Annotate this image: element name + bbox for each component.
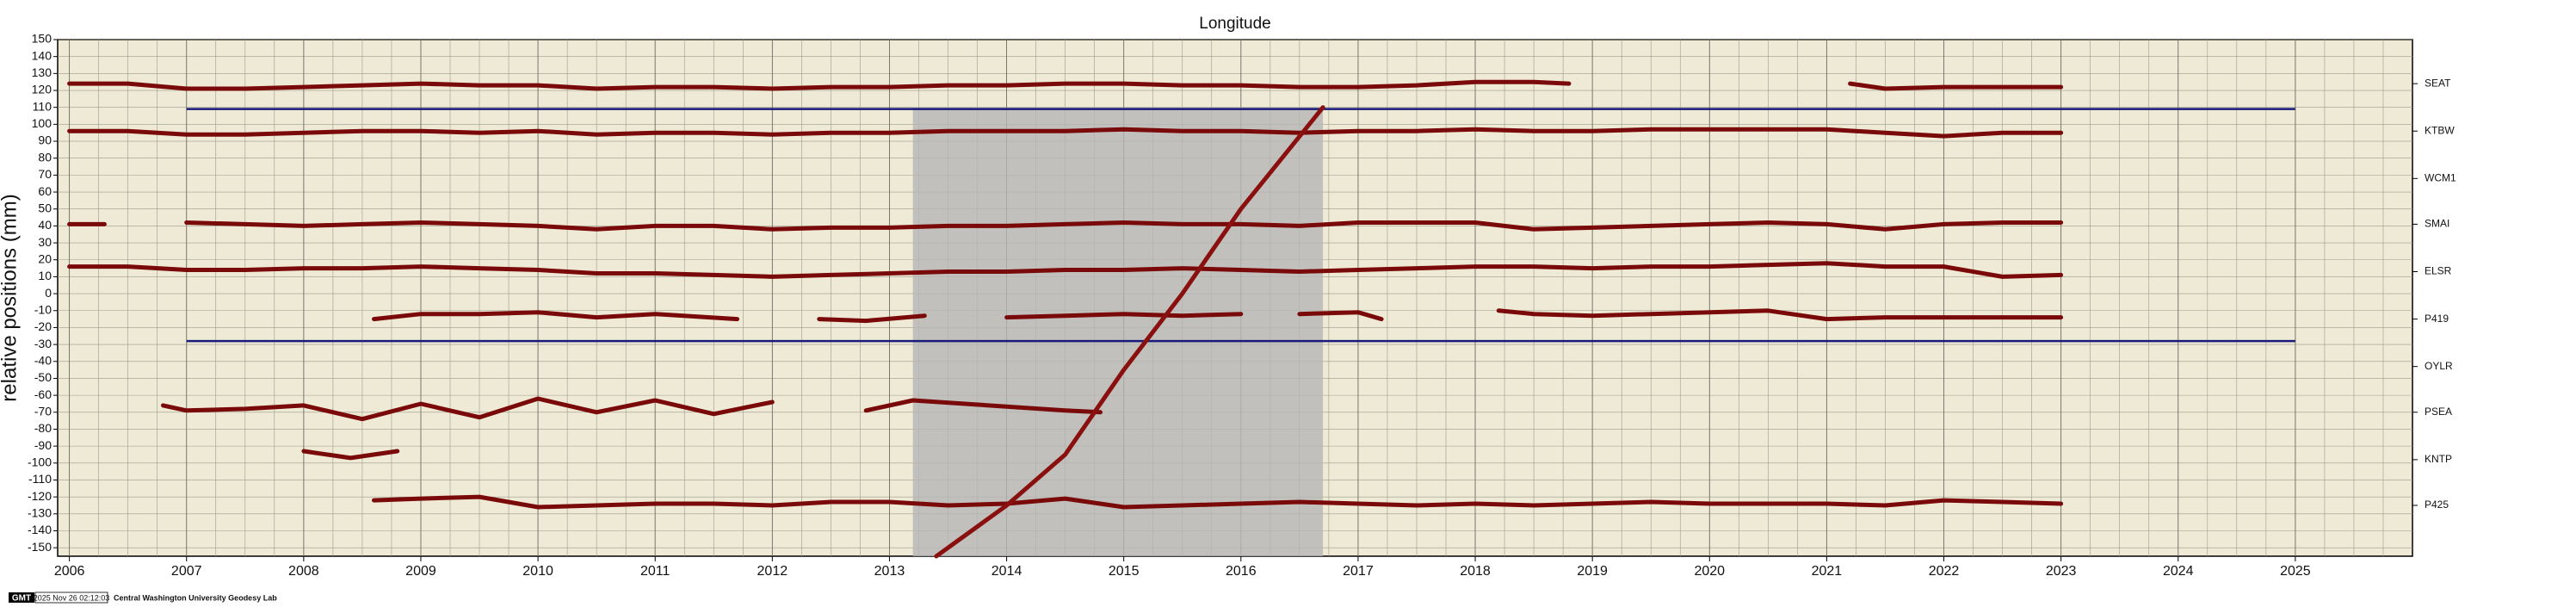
y-tick-label: -40 <box>34 353 52 367</box>
station-label: KNTP <box>2425 453 2452 465</box>
x-tick-label: 2024 <box>2163 564 2194 579</box>
x-tick-label: 2008 <box>288 564 319 579</box>
y-tick-label: -150 <box>28 540 52 554</box>
y-tick-label: -50 <box>34 370 52 384</box>
y-axis-label: relative positions (mm) <box>0 194 21 401</box>
y-tick-label: 90 <box>38 133 52 147</box>
y-tick-label: 110 <box>33 99 53 113</box>
x-tick-label: 2017 <box>1343 564 1374 579</box>
x-tick-label: 2023 <box>2046 564 2077 579</box>
y-tick-label: 120 <box>32 83 53 96</box>
station-series <box>67 220 2064 232</box>
station-label: P419 <box>2425 313 2449 325</box>
x-tick-label: 2011 <box>640 564 670 579</box>
station-label: SEAT <box>2425 77 2451 89</box>
chart-title: Longitude <box>1199 15 1270 33</box>
y-tick-label: -130 <box>28 506 52 520</box>
x-tick-label: 2025 <box>2280 564 2311 579</box>
station-series <box>372 308 2064 324</box>
y-tick-label: -70 <box>34 404 52 418</box>
x-tick-label: 2009 <box>405 564 436 579</box>
y-tick-label: 20 <box>38 251 52 265</box>
station-series <box>372 494 2064 510</box>
station-series <box>67 261 2064 279</box>
x-tick-label: 2013 <box>874 564 905 579</box>
x-tick-label: 2020 <box>1694 564 1725 579</box>
y-tick-label: 40 <box>38 218 52 232</box>
y-tick-label: -90 <box>34 438 52 452</box>
x-tick-label: 2012 <box>757 564 788 579</box>
x-tick-label: 2016 <box>1226 564 1257 579</box>
footer-logo: GMT <box>12 594 31 604</box>
y-tick-label: 100 <box>32 116 53 130</box>
x-tick-label: 2014 <box>991 564 1022 579</box>
station-series <box>161 396 1103 422</box>
x-tick-label: 2015 <box>1109 564 1140 579</box>
y-tick-label: -100 <box>28 455 52 469</box>
x-tick-label: 2019 <box>1577 564 1608 579</box>
x-tick-label: 2018 <box>1460 564 1491 579</box>
x-tick-label: 2021 <box>1812 564 1843 579</box>
y-tick-label: -80 <box>34 421 52 435</box>
y-tick-label: 0 <box>45 286 52 300</box>
y-tick-label: -60 <box>34 387 52 401</box>
station-label: PSEA <box>2425 406 2452 418</box>
y-tick-label: 140 <box>32 48 53 62</box>
y-tick-label: 130 <box>32 65 53 79</box>
station-label: OYLR <box>2425 360 2453 372</box>
y-tick-label: 70 <box>38 167 52 181</box>
footer-timestamp: 2025 Nov 26 02:12:03 <box>34 593 110 602</box>
footer-credit: Central Washington University Geodesy La… <box>114 593 277 602</box>
x-tick-label: 2006 <box>54 564 85 579</box>
y-tick-label: -30 <box>34 337 52 350</box>
x-tick-label: 2022 <box>1929 564 1960 579</box>
shaded-span <box>912 107 1324 556</box>
y-tick-label: 80 <box>38 150 52 164</box>
y-tick-label: 30 <box>38 235 52 249</box>
station-label: WCM1 <box>2425 171 2456 183</box>
y-tick-label: -120 <box>28 489 52 503</box>
x-tick-label: 2010 <box>522 564 553 579</box>
station-label: P425 <box>2425 499 2449 511</box>
station-label: KTBW <box>2425 124 2455 136</box>
y-tick-label: 60 <box>38 184 52 198</box>
station-series <box>67 79 2064 91</box>
logo-box <box>9 592 34 603</box>
station-series <box>301 449 400 461</box>
y-tick-label: -140 <box>28 523 52 536</box>
y-tick-label: 10 <box>38 269 52 282</box>
timestamp-box <box>34 592 108 604</box>
station-label: ELSR <box>2425 265 2452 277</box>
x-tick-label: 2007 <box>171 564 202 579</box>
y-tick-label: 50 <box>38 201 52 214</box>
y-tick-label: -20 <box>34 319 52 333</box>
y-tick-label: -110 <box>28 472 52 486</box>
station-series <box>934 105 1325 559</box>
y-tick-label: -10 <box>34 302 52 316</box>
station-series <box>67 127 2064 139</box>
y-tick-label: 150 <box>32 32 53 46</box>
station-label: SMAI <box>2425 218 2449 230</box>
